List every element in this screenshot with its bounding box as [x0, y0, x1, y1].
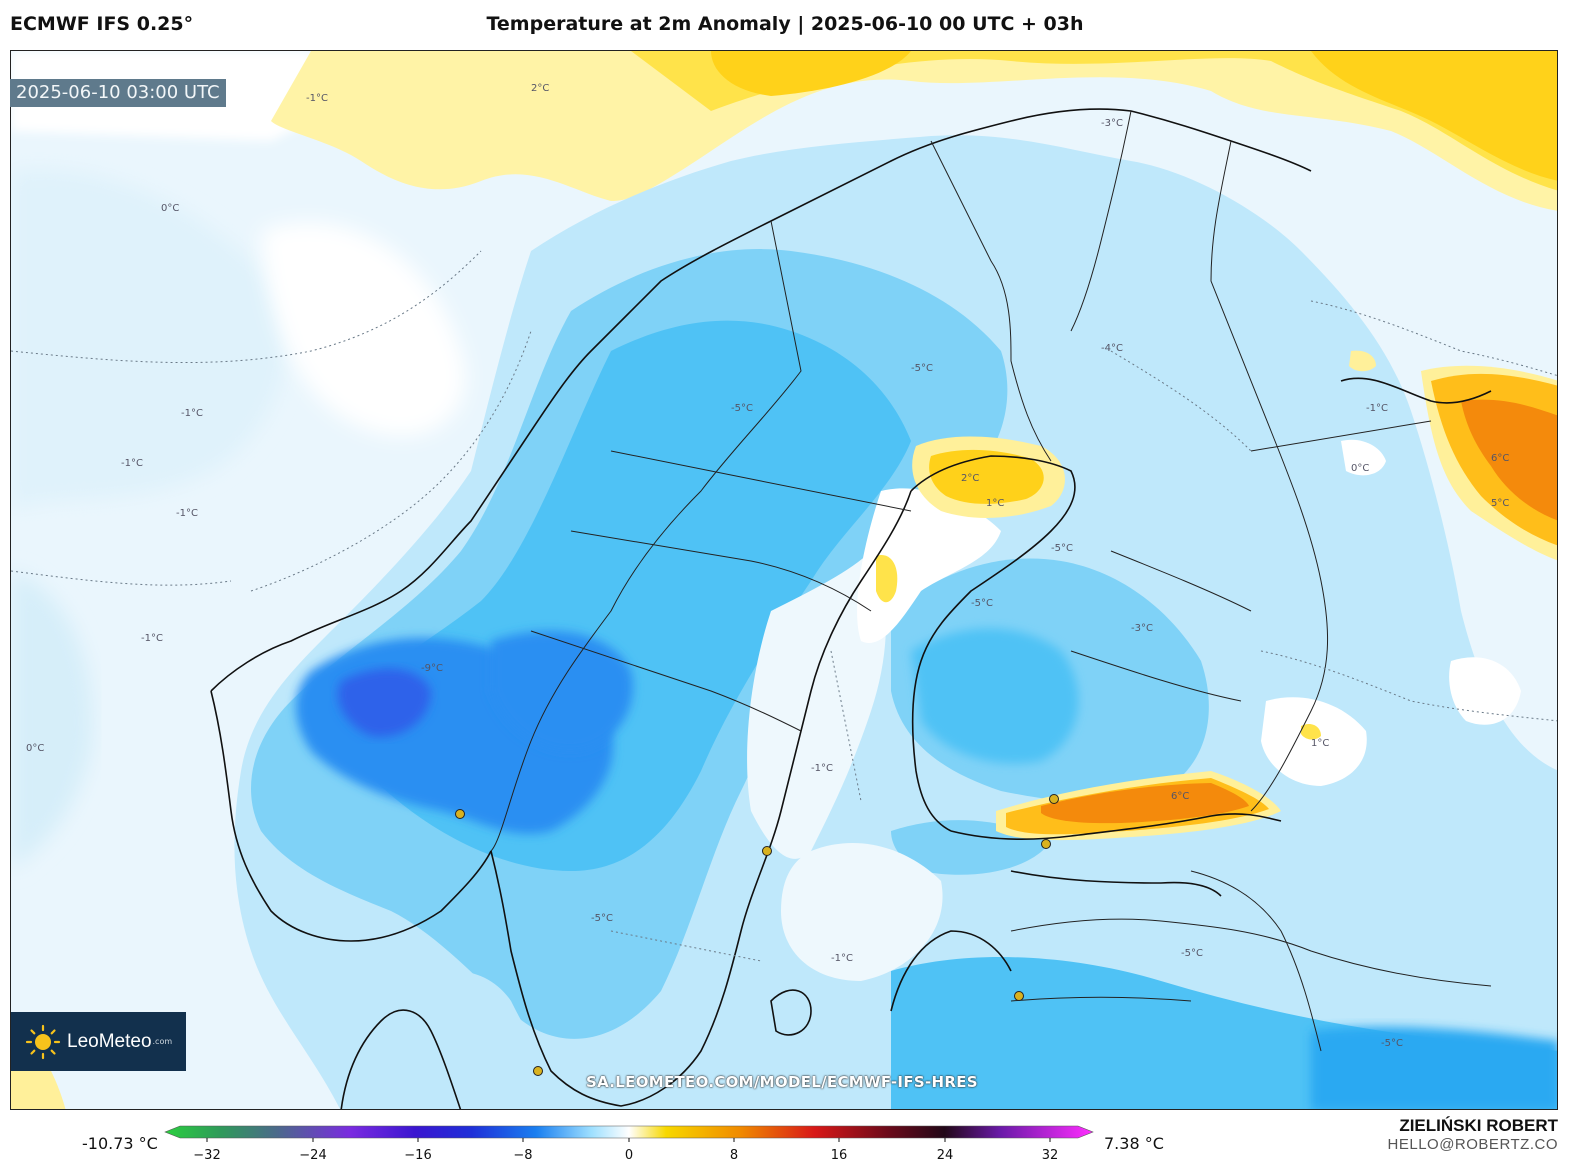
coastlines: [210, 108, 1492, 1109]
contour-label: -5°C: [1051, 543, 1073, 554]
tick-label: 32: [1042, 1148, 1059, 1163]
tick-label: 16: [831, 1148, 848, 1163]
tick-label: 8: [730, 1148, 738, 1163]
contour-label: -5°C: [731, 403, 753, 414]
author-credit: ZIELIŃSKI ROBERT HELLO@ROBERTZ.CO: [1388, 1116, 1558, 1153]
contour-label: -1°C: [181, 408, 203, 419]
sun-icon: [25, 1024, 61, 1059]
contour-label: -9°C: [421, 663, 443, 674]
contour-label: -5°C: [591, 913, 613, 924]
anomaly-map: -1°C 0°C 2°C -3°C -5°C -5°C -4°C 2°C 1°C…: [11, 51, 1557, 1109]
colorbar-max-label: 7.38 °C: [1104, 1134, 1164, 1153]
colorbar: -10.73 °C: [0, 1118, 1570, 1163]
tick-label: −32: [193, 1148, 220, 1163]
contour-label: -1°C: [141, 633, 163, 644]
contour-label: 2°C: [531, 83, 549, 94]
tick-label: −24: [299, 1148, 326, 1163]
contour-label: 0°C: [26, 743, 44, 754]
contour-label: 5°C: [1491, 498, 1509, 509]
brand-suffix: .com: [152, 1037, 173, 1046]
author-email[interactable]: HELLO@ROBERTZ.CO: [1387, 1136, 1558, 1153]
contour-label: -3°C: [1131, 623, 1153, 634]
city-marker-tallinn: [1041, 839, 1051, 849]
contour-label: 1°C: [1311, 738, 1329, 749]
contour-label: -1°C: [121, 458, 143, 469]
city-markers: [455, 794, 1059, 1076]
city-marker-copenhagen: [533, 1066, 543, 1076]
tick-label: −16: [404, 1148, 431, 1163]
colorbar-graphic: −32 −24 −16 −8 0 8 16 24 32: [164, 1125, 1094, 1163]
contour-label: -5°C: [1381, 1038, 1403, 1049]
brand-name: LeoMeteo: [67, 1030, 152, 1052]
contour-label: -1°C: [831, 953, 853, 964]
contour-label: 0°C: [161, 203, 179, 214]
contour-labels: -1°C 0°C 2°C -3°C -5°C -5°C -4°C 2°C 1°C…: [26, 83, 1509, 1049]
contours: [11, 250, 1557, 962]
brand-logo[interactable]: LeoMeteo .com: [11, 1012, 186, 1071]
source-watermark: SA.LEOMETEO.COM/MODEL/ECMWF-IFS-HRES: [586, 1073, 978, 1091]
contour-label: -5°C: [1181, 948, 1203, 959]
contour-label: -5°C: [971, 598, 993, 609]
contour-label: -5°C: [911, 363, 933, 374]
contour-label: -1°C: [1366, 403, 1388, 414]
chart-title: Temperature at 2m Anomaly | 2025-06-10 0…: [486, 13, 1084, 35]
city-marker-stockholm: [762, 846, 772, 856]
city-marker-riga: [1014, 991, 1024, 1001]
colorbar-ramp: [164, 1125, 1094, 1139]
contour-label: -3°C: [1101, 118, 1123, 129]
colorbar-min-label: -10.73 °C: [82, 1134, 158, 1153]
contour-label: -1°C: [306, 93, 328, 104]
model-title: ECMWF IFS 0.25°: [10, 13, 194, 35]
city-marker-oslo: [455, 809, 465, 819]
contour-label: 6°C: [1171, 791, 1189, 802]
valid-time-badge: 2025-06-10 03:00 UTC: [10, 79, 226, 107]
author-name: ZIELIŃSKI ROBERT: [1399, 1116, 1558, 1135]
contour-label: -1°C: [811, 763, 833, 774]
contour-label: 1°C: [986, 498, 1004, 509]
tick-label: −8: [513, 1148, 532, 1163]
tick-label: 24: [937, 1148, 954, 1163]
contour-label: 2°C: [961, 473, 979, 484]
contour-label: 0°C: [1351, 463, 1369, 474]
colorbar-ticks: [206, 1138, 1051, 1142]
country-borders: [490, 110, 1492, 1052]
map-panel[interactable]: -1°C 0°C 2°C -3°C -5°C -5°C -4°C 2°C 1°C…: [10, 50, 1558, 1110]
contour-label: -4°C: [1101, 343, 1123, 354]
contour-label: 6°C: [1491, 453, 1509, 464]
contour-label: -1°C: [176, 508, 198, 519]
city-marker-helsinki: [1049, 794, 1059, 804]
tick-label: 0: [625, 1148, 633, 1163]
colorbar-tick-labels: −32 −24 −16 −8 0 8 16 24 32: [193, 1148, 1058, 1163]
